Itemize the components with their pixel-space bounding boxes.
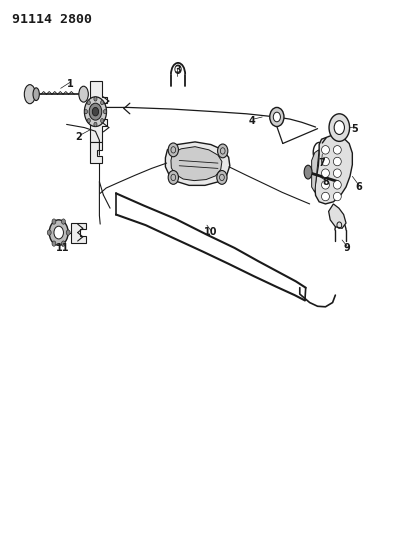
Ellipse shape (61, 241, 65, 246)
Ellipse shape (101, 101, 104, 105)
Circle shape (218, 144, 228, 158)
Ellipse shape (101, 118, 104, 123)
Polygon shape (312, 150, 319, 192)
Ellipse shape (47, 230, 51, 235)
Circle shape (273, 112, 281, 122)
Ellipse shape (334, 181, 341, 189)
Circle shape (168, 143, 178, 157)
Circle shape (217, 171, 227, 184)
Polygon shape (171, 147, 222, 181)
Circle shape (89, 103, 102, 120)
Ellipse shape (33, 88, 39, 101)
Polygon shape (329, 204, 346, 228)
Ellipse shape (61, 219, 65, 224)
Ellipse shape (322, 181, 330, 189)
Text: 91114 2800: 91114 2800 (12, 13, 92, 26)
Ellipse shape (334, 169, 341, 177)
Text: 1: 1 (67, 78, 74, 88)
Ellipse shape (66, 230, 70, 235)
Ellipse shape (24, 85, 35, 104)
Circle shape (92, 108, 99, 116)
Text: 3: 3 (174, 66, 181, 75)
Circle shape (270, 108, 284, 126)
Ellipse shape (322, 169, 330, 177)
Text: 6: 6 (356, 182, 363, 192)
Ellipse shape (84, 110, 88, 114)
Ellipse shape (52, 241, 56, 246)
Text: 9: 9 (344, 243, 351, 253)
Circle shape (84, 97, 107, 126)
Text: 5: 5 (352, 124, 359, 134)
Circle shape (329, 114, 349, 141)
Ellipse shape (304, 165, 312, 179)
Ellipse shape (94, 97, 97, 101)
Text: 10: 10 (204, 227, 218, 237)
Polygon shape (166, 142, 230, 185)
Ellipse shape (322, 192, 330, 201)
Circle shape (54, 226, 63, 239)
Text: 8: 8 (322, 176, 329, 187)
Text: 2: 2 (75, 132, 82, 142)
Polygon shape (70, 223, 86, 243)
Text: 11: 11 (56, 243, 69, 253)
Text: 7: 7 (318, 158, 325, 168)
Ellipse shape (79, 86, 88, 102)
Ellipse shape (52, 219, 56, 224)
Ellipse shape (334, 146, 341, 154)
Circle shape (334, 120, 344, 134)
Ellipse shape (87, 118, 90, 123)
Polygon shape (315, 135, 352, 204)
Polygon shape (90, 81, 107, 142)
Circle shape (168, 171, 178, 184)
Ellipse shape (103, 110, 107, 114)
Ellipse shape (322, 146, 330, 154)
Ellipse shape (94, 122, 97, 126)
Ellipse shape (87, 101, 90, 105)
Ellipse shape (322, 157, 330, 166)
Ellipse shape (334, 157, 341, 166)
Ellipse shape (334, 192, 341, 201)
Circle shape (49, 220, 68, 245)
Text: 4: 4 (249, 116, 256, 126)
Polygon shape (90, 142, 102, 163)
